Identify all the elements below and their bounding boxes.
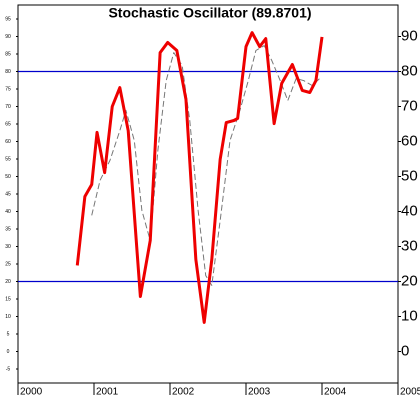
y-tick-label: 60 [401,132,418,149]
y2-tick-label: 0 [7,349,10,355]
x-tick-label: 2001 [96,387,119,398]
y2-tick-label: 65 [5,121,11,127]
y-tick-label: 50 [401,167,418,184]
y-tick-label: 30 [401,237,418,254]
y-tick-label: 90 [401,27,418,44]
y2-tick-label: 15 [5,296,11,302]
x-tick-label: 2000 [20,387,43,398]
y2-tick-label: 45 [5,191,11,197]
y-tick-label: 20 [401,272,418,289]
x-tick-label: 2002 [172,387,195,398]
y2-tick-label: 60 [5,139,11,145]
y2-tick-label: 80 [5,69,11,75]
y-tick-label: 40 [401,202,418,219]
y2-tick-label: 5 [7,331,10,337]
y2-tick-label: 35 [5,226,11,232]
y2-tick-label: 95 [5,16,11,22]
y-tick-label: 70 [401,97,418,114]
x-tick-label: 2005 [400,387,420,398]
x-tick-label: 2003 [248,387,271,398]
y-tick-label: 80 [401,62,418,79]
y2-tick-label: 90 [5,34,11,40]
y2-tick-label: 55 [5,156,11,162]
y2-tick-label: 30 [5,244,11,250]
y-tick-label: 10 [401,307,418,324]
y-tick-label: 0 [401,342,409,359]
y2-tick-label: 25 [5,261,11,267]
y2-tick-label: 85 [5,51,11,57]
y2-tick-label: 50 [5,174,11,180]
chart-title: Stochastic Oscillator (89.8701) [108,5,311,21]
y2-tick-label: 75 [5,86,11,92]
y2-tick-label: 20 [5,279,11,285]
y2-tick-label: 70 [5,104,11,110]
series-line [91,45,321,286]
plot-frame [17,4,399,384]
y2-tick-label: 40 [5,209,11,215]
y2-tick-label: -5 [6,366,11,372]
y2-tick-label: 10 [5,314,11,320]
series-line [75,31,324,324]
x-tick-label: 2004 [324,387,347,398]
